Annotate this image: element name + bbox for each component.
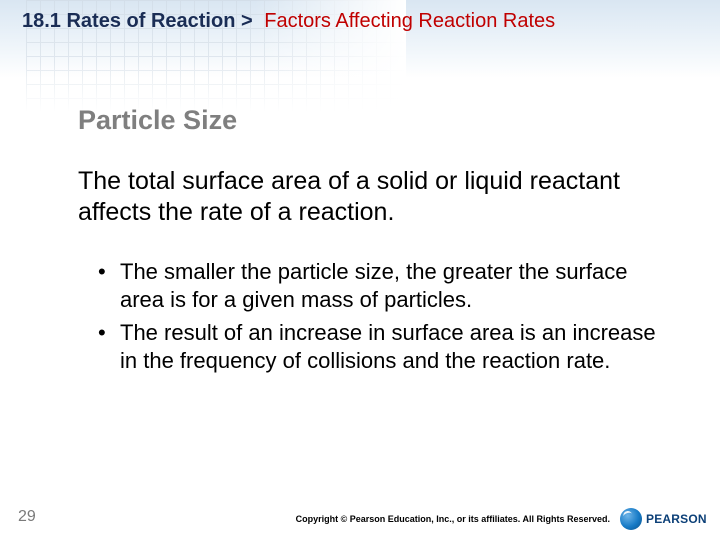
list-item: The smaller the particle size, the great… [98, 258, 658, 313]
publisher-logo: PEARSON [620, 506, 710, 532]
bullet-text: The smaller the particle size, the great… [120, 259, 627, 312]
breadcrumb-chevron: > [241, 10, 253, 32]
lead-paragraph: The total surface area of a solid or liq… [78, 166, 648, 227]
subheading: Particle Size [78, 105, 237, 136]
bullet-text: The result of an increase in surface are… [120, 320, 656, 373]
breadcrumb-section: 18.1 Rates of Reaction [22, 10, 235, 32]
logo-globe-icon [620, 508, 642, 530]
logo-text: PEARSON [646, 512, 707, 526]
slide: 18.1 Rates of Reaction > Factors Affecti… [0, 0, 720, 540]
copyright-text: Copyright © Pearson Education, Inc., or … [296, 514, 610, 524]
breadcrumb: 18.1 Rates of Reaction > Factors Affecti… [22, 10, 700, 33]
list-item: The result of an increase in surface are… [98, 319, 658, 374]
page-number: 29 [18, 508, 36, 526]
breadcrumb-topic: Factors Affecting Reaction Rates [264, 10, 555, 32]
bullet-list: The smaller the particle size, the great… [98, 258, 658, 380]
